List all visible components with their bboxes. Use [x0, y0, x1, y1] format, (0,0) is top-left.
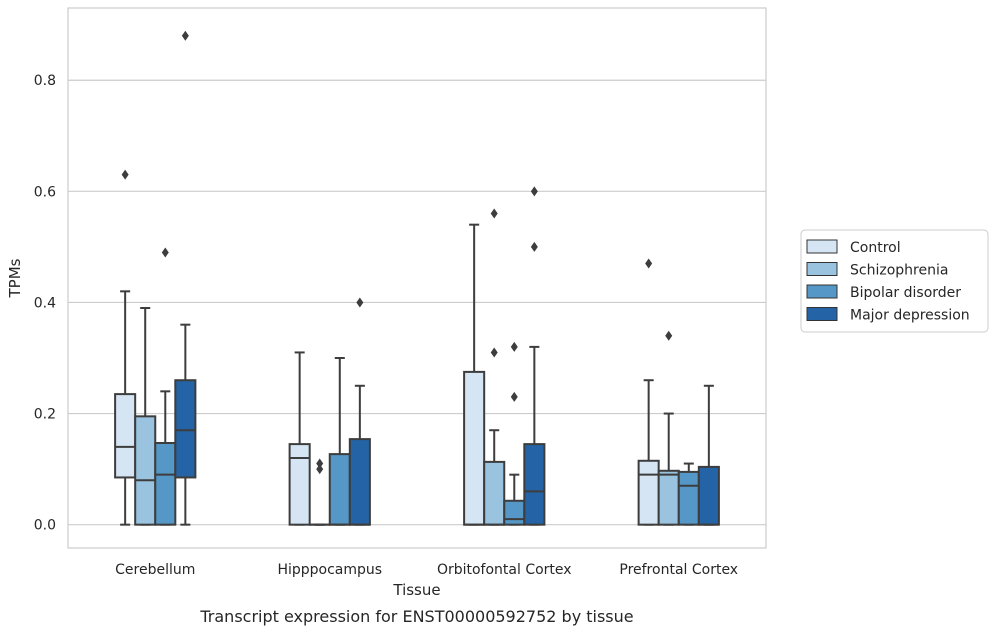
y-tick-label: 0.2: [34, 407, 56, 423]
x-tick-label: Cerebellum: [115, 562, 195, 578]
legend-swatch: [807, 308, 837, 321]
y-tick-label: 0.6: [34, 184, 56, 200]
box: [524, 444, 544, 525]
box: [659, 471, 679, 525]
legend-label: Schizophrenia: [850, 263, 948, 279]
box: [464, 372, 484, 525]
y-tick-label: 0.8: [34, 73, 56, 89]
box: [350, 439, 370, 525]
box: [639, 461, 659, 525]
legend-swatch: [807, 240, 837, 253]
box-group: [679, 464, 699, 525]
x-axis-ticks: Cerebellum Hipppocampus Orbitofontal Corte…: [115, 562, 738, 578]
x-tick-label: Prefrontal Cortex: [619, 562, 738, 578]
y-axis-ticks: 0.0 0.2 0.4 0.6 0.8: [34, 73, 56, 533]
x-tick-label: Orbitofontal Cortex: [437, 562, 572, 578]
box: [679, 472, 699, 525]
box: [484, 462, 504, 525]
box: [290, 444, 310, 525]
legend: Control Schizophrenia Bipolar disorder Majo…: [801, 230, 988, 332]
x-axis-label: Tissue: [392, 581, 440, 599]
box: [135, 416, 155, 524]
box: [330, 454, 350, 525]
box: [155, 443, 175, 525]
x-tick-label: Hipppocampus: [277, 562, 382, 578]
legend-label: Major depression: [850, 308, 970, 324]
box: [504, 501, 524, 525]
box: [699, 467, 719, 525]
legend-label: Control: [850, 240, 901, 256]
legend-swatch: [807, 263, 837, 276]
y-axis-label: TPMs: [6, 258, 24, 298]
box: [115, 394, 135, 477]
chart-title: Transcript expression for ENST0000059275…: [199, 607, 633, 626]
legend-swatch: [807, 285, 837, 298]
box: [175, 380, 195, 477]
y-tick-label: 0.4: [34, 295, 56, 311]
y-tick-label: 0.0: [34, 518, 56, 534]
legend-label: Bipolar disorder: [850, 285, 961, 301]
